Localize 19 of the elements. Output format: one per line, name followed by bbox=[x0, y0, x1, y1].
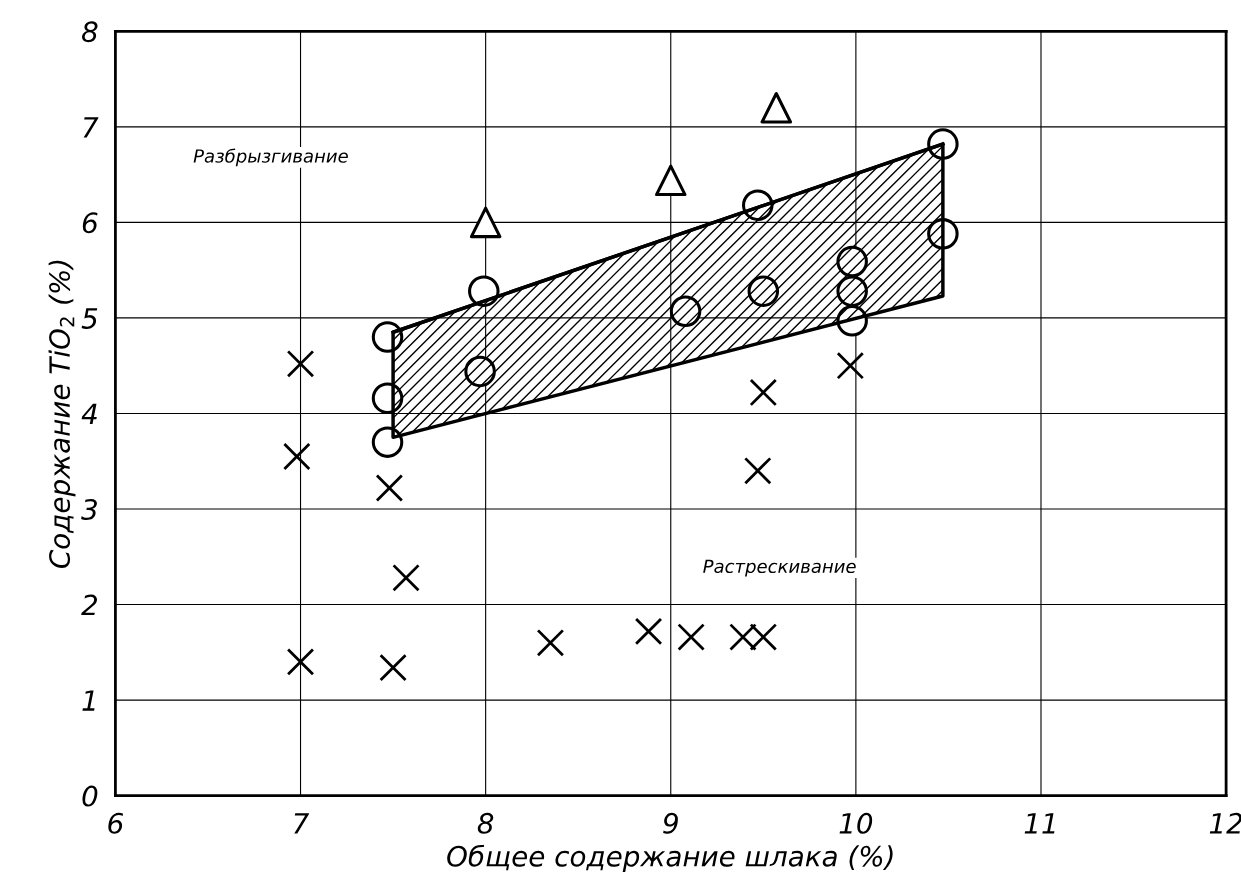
annotation: Разбрызгивание bbox=[193, 148, 348, 167]
y-tick-label: 6 bbox=[82, 212, 98, 234]
y-axis-title: Содержание TiO$_{2}$ (%) bbox=[48, 260, 76, 568]
x-tick-label: 6 bbox=[108, 812, 124, 834]
x-tick-label: 7 bbox=[294, 813, 310, 834]
x-tick-label: 10 bbox=[839, 812, 873, 834]
x-axis-title: Общее содержание шлака (%) bbox=[447, 844, 893, 873]
annotation: Растрескивание bbox=[703, 559, 856, 577]
y-tick-label: 2 bbox=[81, 594, 98, 616]
x-tick-label: 11 bbox=[1024, 813, 1055, 834]
y-tick-label: 5 bbox=[81, 308, 98, 329]
y-tick-label: 7 bbox=[83, 117, 99, 138]
y-tick-label: 4 bbox=[81, 403, 97, 425]
y-tick-label: 0 bbox=[82, 785, 98, 807]
x-tick-label: 9 bbox=[663, 812, 678, 834]
x-tick-label: 8 bbox=[477, 812, 494, 834]
y-tick-label: 8 bbox=[82, 21, 98, 43]
y-tick-label: 3 bbox=[81, 498, 97, 520]
y-tick-label: 1 bbox=[82, 690, 95, 711]
